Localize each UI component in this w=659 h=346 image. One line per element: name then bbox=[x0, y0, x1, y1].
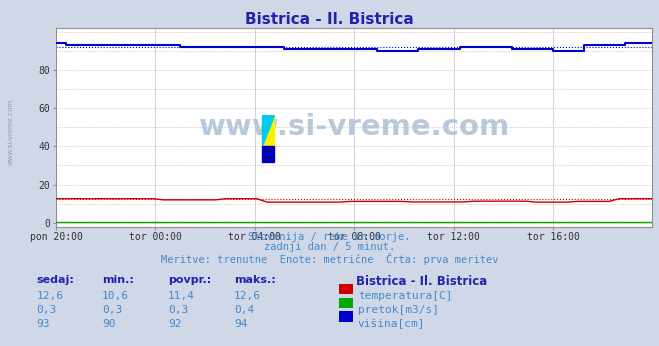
Text: sedaj:: sedaj: bbox=[36, 275, 74, 285]
Text: 11,4: 11,4 bbox=[168, 291, 195, 301]
Text: višina[cm]: višina[cm] bbox=[358, 319, 425, 329]
Text: temperatura[C]: temperatura[C] bbox=[358, 291, 452, 301]
Text: Bistrica - Il. Bistrica: Bistrica - Il. Bistrica bbox=[356, 275, 487, 288]
Text: zadnji dan / 5 minut.: zadnji dan / 5 minut. bbox=[264, 242, 395, 252]
Text: Slovenija / reke in morje.: Slovenija / reke in morje. bbox=[248, 232, 411, 242]
Text: 0,3: 0,3 bbox=[102, 305, 123, 315]
Text: maks.:: maks.: bbox=[234, 275, 275, 285]
Text: 0,3: 0,3 bbox=[36, 305, 57, 315]
Text: 90: 90 bbox=[102, 319, 115, 329]
Text: pretok[m3/s]: pretok[m3/s] bbox=[358, 305, 439, 315]
Text: 12,6: 12,6 bbox=[36, 291, 63, 301]
Polygon shape bbox=[262, 116, 274, 146]
Text: 0,4: 0,4 bbox=[234, 305, 254, 315]
Text: Bistrica - Il. Bistrica: Bistrica - Il. Bistrica bbox=[245, 12, 414, 27]
Bar bbox=[262, 146, 274, 162]
Text: 10,6: 10,6 bbox=[102, 291, 129, 301]
Text: min.:: min.: bbox=[102, 275, 134, 285]
Text: Meritve: trenutne  Enote: metrične  Črta: prva meritev: Meritve: trenutne Enote: metrične Črta: … bbox=[161, 253, 498, 265]
Text: www.si-vreme.com: www.si-vreme.com bbox=[8, 98, 14, 165]
Text: povpr.:: povpr.: bbox=[168, 275, 212, 285]
Text: www.si-vreme.com: www.si-vreme.com bbox=[198, 113, 510, 141]
Text: 94: 94 bbox=[234, 319, 247, 329]
Text: 92: 92 bbox=[168, 319, 181, 329]
Polygon shape bbox=[262, 116, 274, 146]
Text: 93: 93 bbox=[36, 319, 49, 329]
Text: 0,3: 0,3 bbox=[168, 305, 188, 315]
Text: 12,6: 12,6 bbox=[234, 291, 261, 301]
